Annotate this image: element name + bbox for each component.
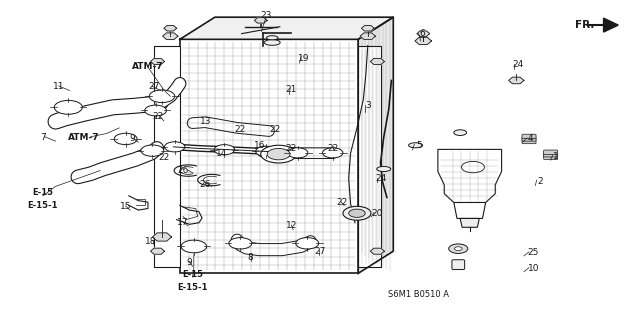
Circle shape	[296, 238, 319, 249]
Text: E-15: E-15	[32, 188, 53, 197]
Text: 3: 3	[365, 101, 371, 110]
Text: 15: 15	[120, 203, 131, 211]
Text: 24: 24	[512, 60, 523, 69]
Polygon shape	[417, 31, 429, 36]
Text: E-15: E-15	[182, 271, 203, 279]
Polygon shape	[604, 18, 618, 32]
Text: 26: 26	[177, 166, 189, 175]
FancyBboxPatch shape	[452, 260, 465, 270]
Text: 6: 6	[419, 28, 425, 38]
Circle shape	[267, 148, 290, 160]
Polygon shape	[454, 203, 486, 219]
Text: 19: 19	[298, 54, 310, 63]
Text: 5: 5	[416, 141, 422, 150]
Polygon shape	[509, 77, 524, 84]
Circle shape	[461, 161, 484, 173]
Polygon shape	[358, 17, 394, 273]
Text: 23: 23	[260, 11, 271, 20]
Ellipse shape	[266, 36, 278, 40]
Text: 27: 27	[314, 247, 326, 256]
Text: 7: 7	[40, 133, 45, 142]
Polygon shape	[150, 248, 164, 254]
Polygon shape	[360, 33, 376, 40]
Polygon shape	[152, 233, 172, 241]
FancyBboxPatch shape	[358, 46, 381, 267]
Circle shape	[145, 105, 166, 116]
Text: 16: 16	[253, 141, 265, 150]
Text: 11: 11	[53, 82, 65, 91]
Text: 12: 12	[285, 221, 297, 230]
Polygon shape	[150, 58, 164, 64]
Circle shape	[287, 148, 308, 158]
Text: 2: 2	[537, 177, 543, 186]
Text: 20: 20	[372, 209, 383, 218]
Circle shape	[214, 145, 235, 155]
FancyBboxPatch shape	[522, 137, 536, 141]
Text: 10: 10	[528, 264, 540, 273]
Text: 22: 22	[235, 125, 246, 134]
Text: 14: 14	[216, 149, 227, 158]
Text: 26: 26	[200, 180, 211, 189]
Text: 9: 9	[129, 134, 135, 144]
FancyBboxPatch shape	[154, 46, 180, 267]
Polygon shape	[163, 33, 178, 40]
Ellipse shape	[377, 167, 391, 172]
Text: 24: 24	[375, 174, 386, 183]
Circle shape	[343, 206, 371, 220]
FancyBboxPatch shape	[543, 155, 557, 160]
Text: 8: 8	[247, 253, 253, 262]
Polygon shape	[438, 149, 502, 203]
Ellipse shape	[454, 130, 467, 136]
Circle shape	[164, 142, 185, 152]
Circle shape	[141, 145, 164, 156]
Polygon shape	[371, 58, 385, 64]
Circle shape	[149, 90, 175, 103]
Ellipse shape	[264, 40, 280, 45]
Text: 13: 13	[200, 117, 211, 126]
FancyBboxPatch shape	[543, 152, 557, 157]
FancyBboxPatch shape	[543, 150, 557, 154]
Text: 22: 22	[152, 112, 163, 121]
Circle shape	[260, 145, 296, 163]
Text: E-15-1: E-15-1	[28, 201, 58, 210]
Polygon shape	[164, 26, 177, 31]
Circle shape	[449, 244, 468, 253]
Polygon shape	[371, 248, 385, 254]
Polygon shape	[460, 219, 479, 227]
Polygon shape	[415, 37, 431, 44]
FancyBboxPatch shape	[180, 39, 358, 273]
Text: 22: 22	[158, 153, 170, 162]
Text: 25: 25	[528, 248, 539, 257]
Text: FR.: FR.	[575, 20, 594, 30]
Polygon shape	[180, 17, 394, 39]
Circle shape	[229, 238, 252, 249]
Text: E-15-1: E-15-1	[177, 283, 208, 292]
Text: ATM-7: ATM-7	[132, 62, 164, 71]
Text: ATM-7: ATM-7	[68, 133, 100, 142]
Circle shape	[114, 133, 137, 145]
Text: 18: 18	[145, 237, 157, 246]
Text: 17: 17	[177, 218, 189, 227]
Text: 22: 22	[270, 125, 281, 134]
Circle shape	[323, 148, 343, 158]
Ellipse shape	[408, 143, 422, 148]
Text: 22: 22	[337, 198, 348, 207]
Text: 22: 22	[327, 144, 339, 153]
Text: 1: 1	[553, 152, 559, 161]
Polygon shape	[254, 18, 267, 23]
Polygon shape	[362, 26, 374, 31]
FancyBboxPatch shape	[522, 134, 536, 139]
Circle shape	[54, 100, 83, 114]
Circle shape	[255, 146, 276, 156]
FancyBboxPatch shape	[522, 139, 536, 144]
Circle shape	[181, 240, 207, 253]
Text: 27: 27	[148, 82, 160, 91]
Text: 21: 21	[285, 85, 297, 94]
Circle shape	[349, 209, 365, 217]
Circle shape	[454, 247, 462, 250]
Text: 22: 22	[285, 144, 297, 153]
Text: 4: 4	[527, 134, 533, 144]
Text: 9: 9	[186, 258, 192, 267]
Text: S6M1 B0510 A: S6M1 B0510 A	[388, 290, 449, 299]
